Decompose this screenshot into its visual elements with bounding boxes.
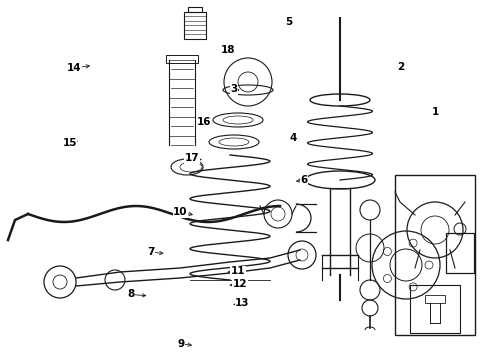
Text: 3: 3 (231, 84, 238, 94)
Text: 10: 10 (173, 207, 188, 217)
Text: 12: 12 (233, 279, 247, 289)
Text: 1: 1 (432, 107, 439, 117)
Text: 16: 16 (197, 117, 212, 127)
Text: 11: 11 (231, 266, 245, 276)
Bar (425, 295, 445, 303)
Bar (188, 8, 201, 12)
Text: 9: 9 (178, 339, 185, 349)
Text: 2: 2 (397, 62, 404, 72)
Text: 4: 4 (289, 133, 297, 143)
Bar (395, 175, 475, 335)
Bar (184, 12, 206, 39)
Text: 14: 14 (67, 63, 82, 73)
Bar (446, 233, 474, 273)
Text: 18: 18 (220, 45, 235, 55)
Text: 5: 5 (286, 17, 293, 27)
Text: 15: 15 (62, 138, 77, 148)
Bar (167, 55, 197, 63)
Text: 17: 17 (185, 153, 199, 163)
Text: 7: 7 (147, 247, 155, 257)
Text: 8: 8 (128, 289, 135, 300)
Text: 13: 13 (235, 298, 250, 308)
Text: 6: 6 (300, 175, 307, 185)
Bar (410, 285, 460, 333)
